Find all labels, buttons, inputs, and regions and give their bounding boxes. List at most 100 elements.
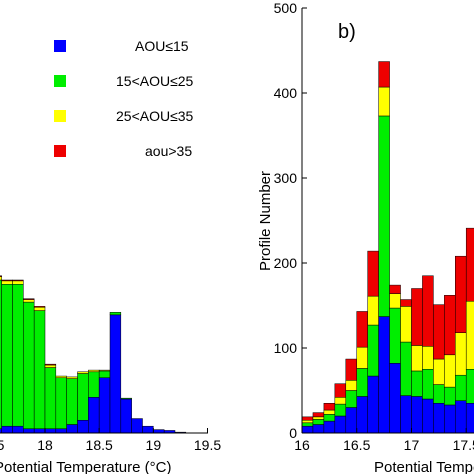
left-bar-25-aou-le-35-7 <box>23 299 35 303</box>
left-bar-15-aou-le-25-10 <box>55 377 67 429</box>
right-bar-25-aou-le-35-11 <box>422 346 434 370</box>
right-bar-25-aou-le-35-8 <box>389 293 401 309</box>
right-bar-aou-35-13 <box>444 295 456 356</box>
left-bar-25-aou-le-35-11 <box>66 376 78 379</box>
left-bar-aou-le-15-11 <box>66 424 78 434</box>
right-bar-aou-le-15-0 <box>301 425 314 434</box>
left-bar-aou-le-15-10 <box>55 428 67 434</box>
right-bar-15-aou-le-25-9 <box>400 341 412 396</box>
left-bar-aou-le-15-8 <box>33 428 46 434</box>
right-bar-aou-35-12 <box>433 304 445 360</box>
right-bar-aou-le-15-12 <box>433 403 445 434</box>
legend-swatch-aou-25-35 <box>54 110 66 122</box>
right-bar-aou-le-15-4 <box>345 407 357 434</box>
left-bar-15-aou-le-25-7 <box>23 301 35 430</box>
left-bar-aou-le-15-9 <box>44 428 57 434</box>
right-bar-15-aou-le-25-5 <box>356 368 368 397</box>
left-bar-aou-le-15-14 <box>98 377 111 434</box>
left-bar-aou-le-15-15 <box>109 314 122 434</box>
left-bar-aou-le-15-17 <box>131 418 143 434</box>
left-bar-aou-35-4 <box>0 275 2 277</box>
right-x-ticks: 16 16.5 17 17.5 <box>294 428 474 453</box>
left-x-tick-label: 18 <box>37 437 53 453</box>
right-bar-15-aou-le-25-6 <box>367 324 379 377</box>
right-bar-15-aou-le-25-14 <box>455 374 467 401</box>
right-bar-25-aou-le-35-6 <box>367 295 379 326</box>
left-bar-aou-le-15-13 <box>88 397 100 434</box>
right-bar-25-aou-le-35-13 <box>444 354 456 388</box>
left-bar-aou-35-6 <box>12 279 24 282</box>
right-bar-aou-le-15-11 <box>422 398 434 434</box>
left-bar-aou-le-15-5 <box>1 425 13 434</box>
right-bar-aou-le-15-13 <box>444 404 456 434</box>
right-x-tick-label: 17 <box>404 437 420 453</box>
left-bar-15-aou-le-25-4 <box>0 279 2 429</box>
left-bar-25-aou-le-35-10 <box>55 375 67 378</box>
right-y-tick-label: 300 <box>274 170 298 186</box>
left-bar-25-aou-le-35-12 <box>77 371 89 374</box>
right-bar-25-aou-le-35-9 <box>400 306 412 343</box>
left-x-axis-label: Potential Temperature (°C) <box>0 459 171 474</box>
legend-swatch-aou-le-15 <box>54 40 66 52</box>
right-bar-aou-35-8 <box>389 284 401 294</box>
right-bar-15-aou-le-25-3 <box>334 403 347 417</box>
left-bar-25-aou-le-35-6 <box>12 280 24 285</box>
left-bar-aou-le-15-4 <box>0 428 2 434</box>
left-bar-15-aou-le-25-13 <box>88 371 100 398</box>
legend-label-aou-25-35: 25<AOU≤35 <box>116 108 194 124</box>
left-x-ticks: 17.5 18 18.5 19 19.5 <box>0 428 221 453</box>
left-bar-aou-35-8 <box>33 306 46 308</box>
left-bar-aou-35-5 <box>1 279 13 282</box>
legend-swatch-aou-15-25 <box>54 75 66 87</box>
left-bar-25-aou-le-35-8 <box>33 306 46 311</box>
left-bar-25-aou-le-35-5 <box>1 280 13 285</box>
left-bar-aou-le-15-6 <box>12 425 24 434</box>
left-panel: 17.5 18 18.5 19 19.5 Potential Temperature (… <box>0 38 221 474</box>
left-bar-15-aou-le-25-15 <box>109 312 122 316</box>
left-x-tick-label: 18.5 <box>86 437 113 453</box>
right-bar-25-aou-le-35-14 <box>455 332 467 376</box>
right-bar-aou-le-15-1 <box>312 424 325 434</box>
panel-label-b: b) <box>338 21 356 43</box>
legend: AOU≤15 15<AOU≤25 25<AOU≤35 aou>35 <box>54 38 194 159</box>
left-bar-25-aou-le-35-4 <box>0 276 2 281</box>
right-bar-aou-le-15-15 <box>465 403 474 434</box>
left-x-tick-label: 19.5 <box>194 437 221 453</box>
right-bar-25-aou-le-35-0 <box>301 420 314 424</box>
left-bar-15-aou-le-25-5 <box>1 284 13 427</box>
legend-swatch-aou-gt-35 <box>54 145 66 157</box>
right-x-tick-label: 16.5 <box>343 437 370 453</box>
right-bar-aou-35-4 <box>345 358 357 381</box>
left-bar-25-aou-le-35-14 <box>98 369 111 372</box>
right-histogram-bars <box>301 61 474 434</box>
right-bar-aou-35-14 <box>455 255 467 333</box>
right-bar-25-aou-le-35-3 <box>334 397 347 405</box>
right-bar-aou-35-10 <box>411 288 423 346</box>
right-bar-aou-35-7 <box>378 61 390 88</box>
right-x-axis-label: Potential Temperature (°C) <box>374 459 474 474</box>
left-bar-15-aou-le-25-12 <box>77 373 89 421</box>
left-bar-aou-35-9 <box>44 363 57 366</box>
left-bar-aou-le-15-16 <box>120 398 132 434</box>
right-bar-15-aou-le-25-2 <box>323 414 336 422</box>
right-bar-aou-35-9 <box>400 299 412 307</box>
left-bar-15-aou-le-25-11 <box>66 378 78 425</box>
right-bar-aou-35-0 <box>301 416 314 421</box>
right-bar-aou-le-15-6 <box>367 375 379 434</box>
left-x-tick-label: 17.5 <box>0 437 5 453</box>
right-bar-25-aou-le-35-10 <box>411 345 423 372</box>
right-y-ticks: 0 100 200 300 400 500 <box>274 0 307 441</box>
right-bar-aou-35-11 <box>422 275 434 347</box>
right-bar-25-aou-le-35-4 <box>345 380 357 391</box>
right-x-tick-label: 17.5 <box>453 437 474 453</box>
left-bar-25-aou-le-35-13 <box>88 369 100 373</box>
right-bar-aou-le-15-14 <box>455 400 467 434</box>
left-histogram-bars <box>0 275 187 434</box>
right-bar-aou-le-15-7 <box>378 316 390 434</box>
right-bar-15-aou-le-25-12 <box>433 384 445 404</box>
right-bar-aou-le-15-2 <box>323 420 336 434</box>
right-bar-15-aou-le-25-7 <box>378 115 390 317</box>
legend-label-aou-le-15: AOU≤15 <box>135 38 189 54</box>
right-bar-15-aou-le-25-1 <box>312 419 325 425</box>
right-bar-aou-le-15-9 <box>400 395 412 434</box>
